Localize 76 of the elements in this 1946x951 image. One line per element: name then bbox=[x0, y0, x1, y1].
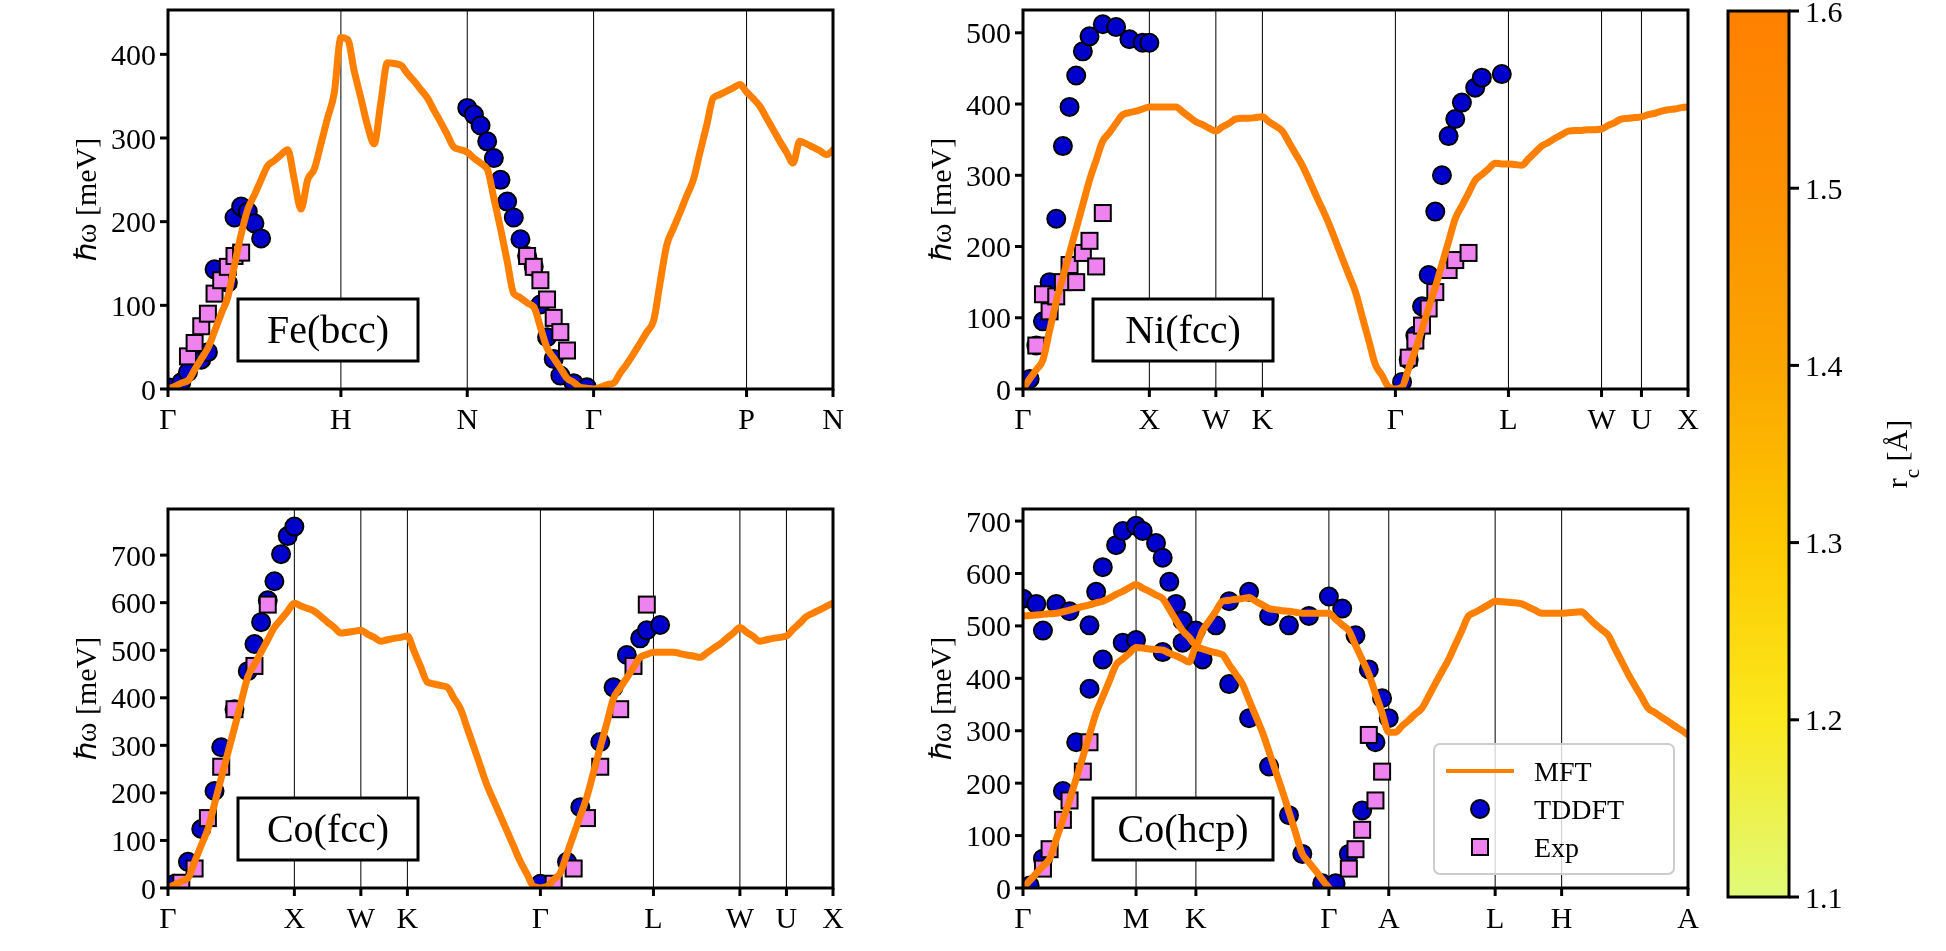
y-tick-label: 0 bbox=[141, 871, 156, 905]
y-tick-label: 100 bbox=[111, 288, 156, 322]
color-bar-label: 1.4 bbox=[1805, 348, 1843, 382]
x-tick-label: W bbox=[346, 901, 376, 934]
x-tick-label: K bbox=[1185, 901, 1208, 934]
annotation: Ni(fcc) bbox=[1125, 307, 1241, 352]
y-axis-title: ℏω [meV] bbox=[924, 636, 957, 761]
x-tick-label: X bbox=[1677, 402, 1700, 435]
x-tick-label: M bbox=[1122, 901, 1150, 934]
legend-label: MFT bbox=[1534, 755, 1592, 787]
legend-label: Exp bbox=[1534, 831, 1580, 863]
y-tick-label: 400 bbox=[966, 87, 1011, 121]
y-tick-label: 700 bbox=[111, 538, 156, 572]
y-tick-label: 400 bbox=[966, 661, 1011, 695]
x-tick-label: A bbox=[1377, 901, 1400, 934]
y-tick-label: 300 bbox=[111, 121, 156, 155]
y-tick-label: 400 bbox=[111, 37, 156, 71]
y-tick-label: 300 bbox=[966, 158, 1011, 192]
x-tick-label: Γ bbox=[1386, 402, 1405, 435]
y-tick-label: 200 bbox=[966, 766, 1011, 800]
color-bar-label: 1.5 bbox=[1805, 171, 1843, 205]
y-tick-label: 500 bbox=[966, 609, 1011, 643]
x-tick-label: U bbox=[775, 901, 798, 934]
y-tick-label: 600 bbox=[111, 586, 156, 620]
x-tick-label: X bbox=[283, 901, 306, 934]
x-tick-label: L bbox=[1499, 402, 1518, 435]
x-tick-label: Γ bbox=[159, 402, 177, 435]
annotation: Co(fcc) bbox=[266, 806, 390, 851]
y-tick-label: 700 bbox=[966, 504, 1011, 538]
y-axis-title: ℏω [meV] bbox=[924, 137, 957, 262]
x-tick-label: A bbox=[1677, 901, 1700, 934]
y-tick-label: 200 bbox=[111, 776, 156, 810]
x-tick-label: N bbox=[456, 402, 479, 435]
x-tick-label: N bbox=[822, 402, 844, 435]
y-tick-label: 500 bbox=[111, 633, 156, 667]
y-tick-label: 100 bbox=[966, 819, 1011, 853]
y-axis-title: ℏω [meV] bbox=[69, 137, 102, 262]
x-tick-label: W bbox=[1201, 402, 1231, 435]
x-tick-label: Γ bbox=[584, 402, 603, 435]
x-tick-label: W bbox=[725, 901, 755, 934]
y-tick-label: 100 bbox=[111, 823, 156, 857]
y-tick-label: 400 bbox=[111, 681, 156, 715]
y-axis-title: ℏω [meV] bbox=[69, 636, 102, 761]
x-tick-label: Γ bbox=[159, 901, 177, 934]
annotation: Co(hcp) bbox=[1117, 806, 1249, 851]
y-tick-label: 600 bbox=[966, 556, 1011, 590]
color-bar-label: 1.1 bbox=[1805, 880, 1843, 914]
x-tick-label: L bbox=[1485, 901, 1505, 934]
color-bar-label: 1.6 bbox=[1805, 0, 1843, 28]
legend-label: TDDFT bbox=[1534, 793, 1625, 825]
x-tick-label: H bbox=[1550, 901, 1573, 934]
x-tick-label: K bbox=[396, 901, 419, 934]
y-tick-label: 0 bbox=[141, 372, 156, 406]
y-tick-label: 500 bbox=[966, 16, 1011, 50]
y-tick-label: 0 bbox=[996, 372, 1011, 406]
x-tick-label: Γ bbox=[1014, 901, 1032, 934]
annotation: Fe(bcc) bbox=[266, 307, 390, 352]
y-tick-label: 300 bbox=[966, 714, 1011, 748]
x-tick-label: Γ bbox=[531, 901, 550, 934]
x-tick-label: X bbox=[1138, 402, 1161, 435]
x-tick-label: U bbox=[1630, 402, 1653, 435]
y-tick-label: 200 bbox=[111, 205, 156, 239]
x-tick-label: L bbox=[644, 901, 663, 934]
y-tick-label: 0 bbox=[996, 871, 1011, 905]
x-tick-label: Γ bbox=[1320, 901, 1338, 934]
y-tick-label: 100 bbox=[966, 301, 1011, 335]
x-tick-label: P bbox=[738, 402, 755, 435]
x-tick-label: H bbox=[330, 402, 352, 435]
x-tick-label: X bbox=[822, 901, 845, 934]
color-bar-label: 1.3 bbox=[1805, 526, 1843, 560]
y-tick-label: 200 bbox=[966, 230, 1011, 264]
x-tick-label: Γ bbox=[1014, 402, 1032, 435]
y-tick-label: 300 bbox=[111, 728, 156, 762]
x-tick-label: W bbox=[1587, 402, 1617, 435]
x-tick-label: K bbox=[1251, 402, 1274, 435]
color-bar-label: 1.2 bbox=[1805, 703, 1843, 737]
